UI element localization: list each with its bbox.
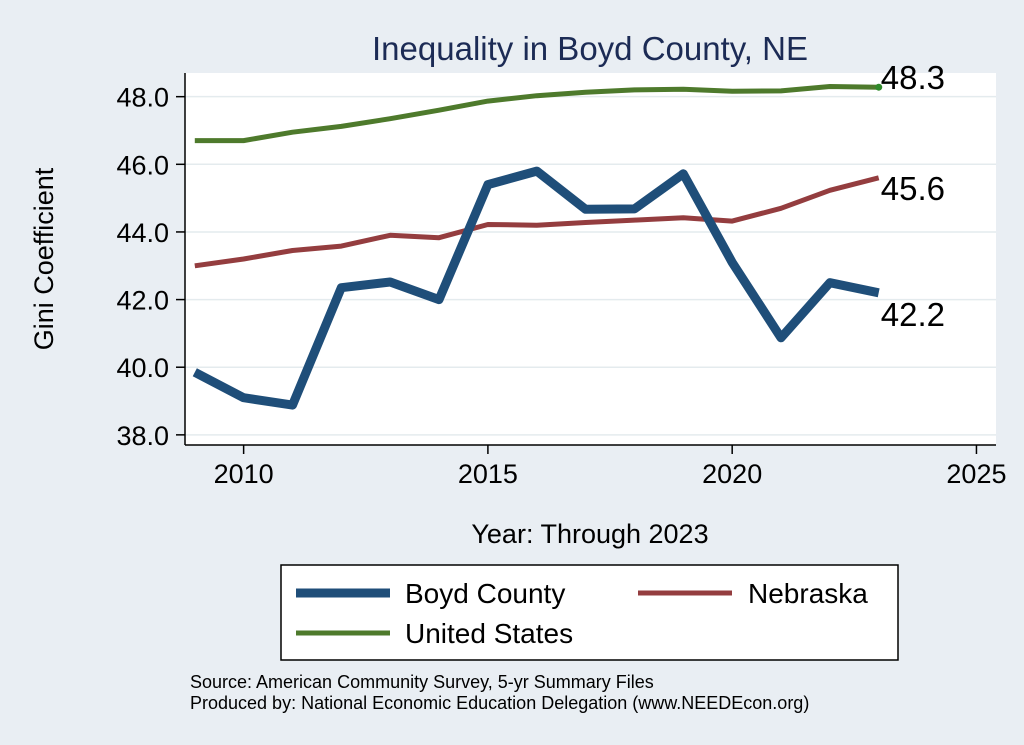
axes: 38.0 40.0 42.0 44.0 46.0 48.0 2010 2015 2020 2025: [116, 73, 1006, 489]
x-tick-label: 2015: [458, 459, 518, 489]
y-tick-label: 40.0: [116, 353, 169, 383]
legend-label-united-states: United States: [405, 618, 573, 649]
legend: Boyd County Nebraska United States: [280, 564, 899, 661]
legend-box: [280, 564, 899, 661]
y-tick-label: 44.0: [116, 218, 169, 248]
series-line-boyd-county: [192, 166, 880, 410]
y-tick-label: 38.0: [116, 421, 169, 451]
end-labels: 42.2 45.6 48.3: [881, 59, 945, 333]
y-tick-label: 46.0: [116, 150, 169, 180]
end-label-united-states: 48.3: [881, 59, 945, 96]
legend-label-boyd-county: Boyd County: [405, 578, 565, 609]
series-line-nebraska: [194, 175, 880, 269]
y-axis-title: Gini Coefficient: [29, 167, 59, 350]
end-label-nebraska: 45.6: [881, 170, 945, 207]
x-tick-label: 2010: [214, 459, 274, 489]
gridlines: [185, 95, 996, 436]
source-note: Source: American Community Survey, 5-yr …: [190, 672, 654, 692]
series-line-united-states: [194, 84, 879, 144]
y-tick-label: 42.0: [116, 286, 169, 316]
end-label-boyd-county: 42.2: [881, 296, 945, 333]
x-tick-label: 2025: [946, 459, 1006, 489]
legend-label-nebraska: Nebraska: [748, 578, 868, 609]
y-tick-label: 48.0: [116, 83, 169, 113]
united-states-end-marker: [875, 83, 883, 91]
series-lines: [192, 83, 883, 410]
plot-area: [185, 73, 996, 445]
producer-note: Produced by: National Economic Education…: [190, 693, 809, 713]
x-axis-title: Year: Through 2023: [471, 519, 708, 549]
chart-title: Inequality in Boyd County, NE: [372, 30, 808, 67]
x-tick-label: 2020: [702, 459, 762, 489]
